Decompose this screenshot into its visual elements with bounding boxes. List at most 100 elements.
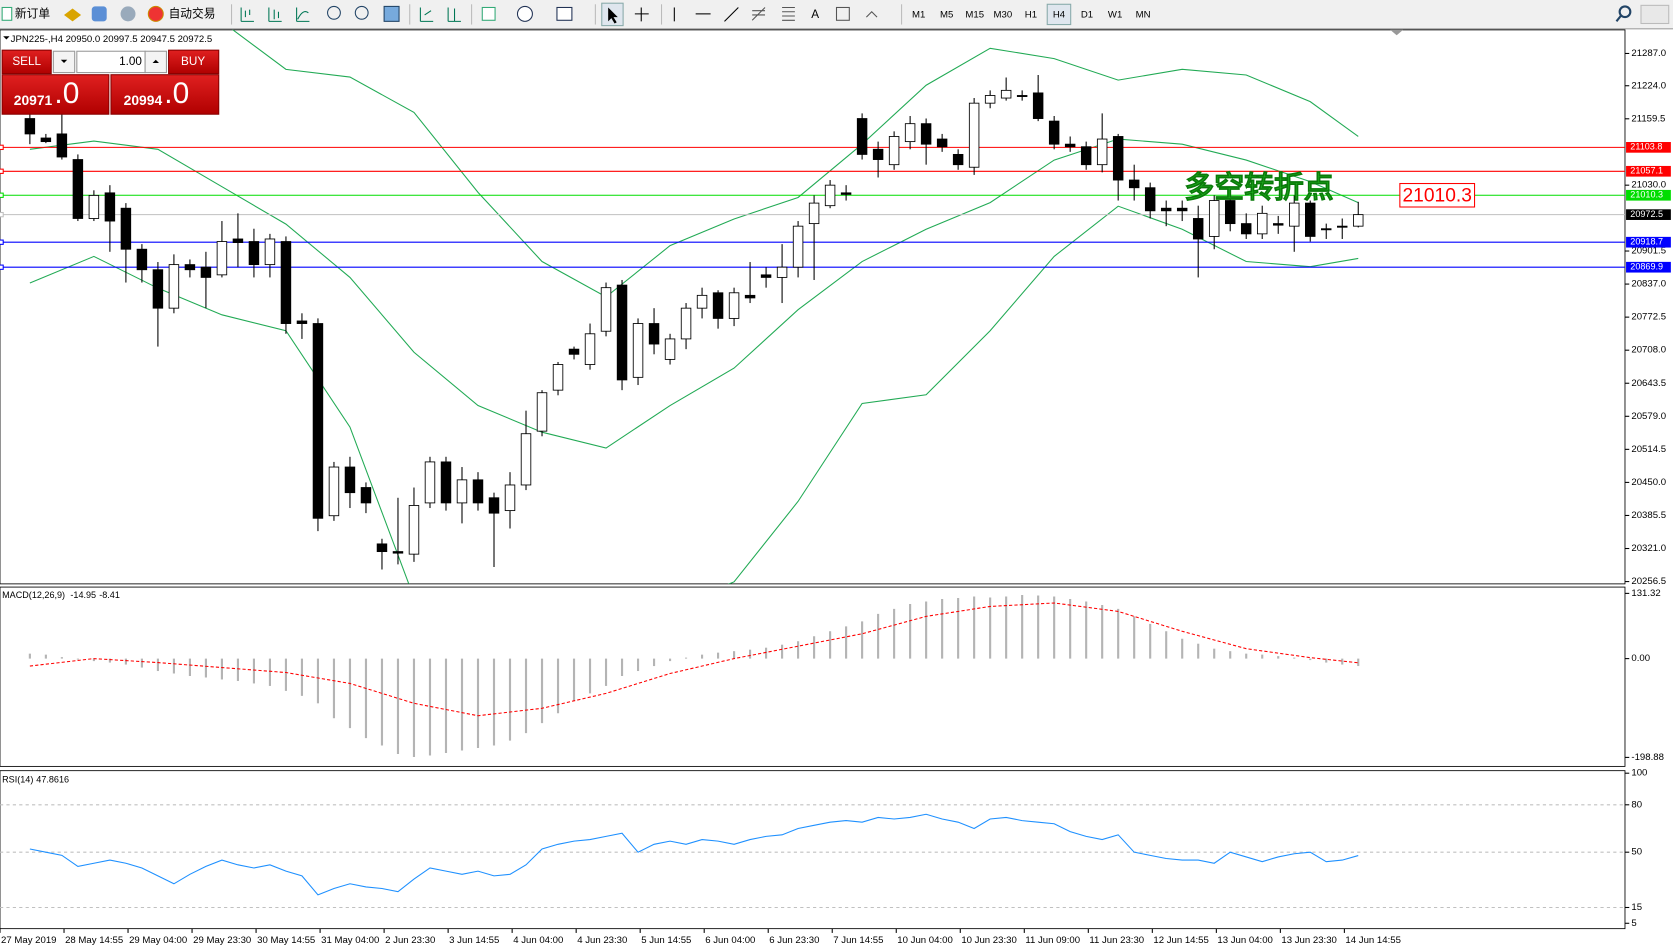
main-plot: 多空转折点 21010.3 <box>0 29 1625 584</box>
icon[interactable] <box>751 7 766 21</box>
bollinger-middle <box>29 138 1359 449</box>
icon[interactable] <box>724 7 739 22</box>
bid-price-major[interactable]: 20971 <box>14 92 53 108</box>
macd-signal-value: -8.41 <box>99 590 120 600</box>
timeframe-button[interactable]: W1 <box>1108 9 1122 20</box>
candle-body-bull <box>536 392 548 432</box>
candle-body-bear <box>952 153 964 166</box>
sell-button[interactable] <box>1 49 52 75</box>
time-label: 13 Jun 04:00 <box>1217 935 1272 946</box>
icon[interactable] <box>354 5 369 20</box>
ask-price-minor[interactable]: .0 <box>164 77 189 110</box>
icon[interactable] <box>481 6 496 21</box>
price-label: 20579.0 <box>1631 411 1666 422</box>
candle-body-bull <box>552 364 564 391</box>
price-label: 20708.0 <box>1631 345 1666 356</box>
timeframe-bar: M1 M5 M15 M30 H1 H4 D1 W1 MN <box>912 3 1151 26</box>
ask-box[interactable] <box>110 74 220 115</box>
candle-body-bear <box>104 192 116 222</box>
timeframe-button[interactable]: M15 <box>965 9 984 20</box>
lots-value[interactable]: 1.00 <box>119 55 142 68</box>
timeframe-button[interactable]: D1 <box>1081 9 1093 20</box>
macd-plot <box>28 595 1360 757</box>
bid-price-minor[interactable]: .0 <box>54 77 79 110</box>
candle-body-bear <box>72 159 84 219</box>
candle-body-bull <box>904 123 916 143</box>
level-tag-label: 21103.8 <box>1630 142 1662 152</box>
level-anchor <box>0 239 4 245</box>
candle-body-bear <box>56 133 68 158</box>
level-tag <box>1626 261 1671 273</box>
icon[interactable] <box>268 7 282 22</box>
candle-body-bull <box>168 264 180 309</box>
icon[interactable] <box>447 7 461 22</box>
icon[interactable] <box>327 5 341 20</box>
icon[interactable] <box>1 6 13 21</box>
candle-body-bull <box>1096 138 1108 166</box>
time-label: 11 Jun 23:30 <box>1089 935 1144 946</box>
macd-signal <box>29 602 1359 717</box>
candle-body-bear <box>248 241 260 266</box>
candle-body-bull <box>696 294 708 309</box>
time-label: 4 Jun 04:00 <box>513 935 563 946</box>
icon[interactable] <box>634 7 649 22</box>
macd-name: MACD(12,26,9) <box>2 590 65 600</box>
timeframe-button[interactable]: H1 <box>1025 9 1037 20</box>
macd-tick-label: 0.00 <box>1631 653 1650 664</box>
icon[interactable] <box>296 7 310 22</box>
search-icon[interactable] <box>1618 5 1632 19</box>
timeframe-button[interactable]: MN <box>1136 9 1151 20</box>
icon[interactable] <box>240 7 254 22</box>
candle-body-bull <box>1353 214 1364 227</box>
icon[interactable] <box>64 8 82 22</box>
buy-label[interactable]: BUY <box>181 55 205 68</box>
candle-body-bull <box>88 194 100 219</box>
icon[interactable] <box>782 6 795 21</box>
candle-body-bull <box>456 479 468 504</box>
icon[interactable] <box>419 7 434 22</box>
auto-trade-label[interactable]: 自动交易 <box>169 6 216 20</box>
level-tag <box>1626 236 1671 248</box>
rsi-frame <box>0 770 1626 930</box>
icon[interactable] <box>835 6 850 21</box>
buy-button[interactable] <box>168 49 220 75</box>
icon-text[interactable]: A <box>811 8 819 21</box>
sell-label[interactable]: SELL <box>12 55 41 68</box>
candle-body-bear <box>1305 202 1316 237</box>
candle-body-bear <box>1144 187 1156 212</box>
icon[interactable] <box>516 5 533 22</box>
icon[interactable] <box>383 5 400 22</box>
candle-body-bull <box>776 266 788 278</box>
candle-body-bear <box>1064 143 1076 148</box>
bid-box[interactable] <box>1 74 110 115</box>
time-label: 10 Jun 23:30 <box>961 935 1016 946</box>
timeframe-button[interactable]: M1 <box>912 9 925 20</box>
candle-body-bear <box>360 487 372 504</box>
ask-price-major[interactable]: 20994 <box>124 92 163 108</box>
level-tag-label: 20972.5 <box>1630 209 1663 219</box>
icon[interactable] <box>147 5 164 22</box>
price-marker-label: 21010.3 <box>1403 185 1472 206</box>
timeframe-active <box>1046 3 1072 26</box>
icon[interactable] <box>865 10 878 18</box>
new-order-label[interactable]: 新订单 <box>15 6 50 20</box>
candle-body-bear <box>440 461 452 504</box>
time-label: 12 Jun 14:55 <box>1153 935 1208 946</box>
icon[interactable] <box>91 6 107 22</box>
icon[interactable] <box>556 6 573 21</box>
options-button[interactable] <box>1640 4 1670 25</box>
timeframe-button[interactable]: M5 <box>940 9 953 20</box>
rsi-tick-label: 50 <box>1631 847 1642 858</box>
timeframe-button[interactable]: H4 <box>1053 9 1066 20</box>
price-label: 21287.0 <box>1631 48 1666 59</box>
candle-body-bull <box>680 307 692 340</box>
icon[interactable] <box>120 6 136 22</box>
candle-body-bear <box>344 466 356 494</box>
candle-body-bear <box>1048 120 1060 145</box>
candle-body-bear <box>712 292 724 319</box>
candle-body-bull <box>984 95 996 104</box>
candle-body-bear <box>1321 228 1332 231</box>
timeframe-button[interactable]: M30 <box>994 9 1013 20</box>
level-tag <box>1626 142 1671 153</box>
candle-body-bear <box>1240 223 1252 235</box>
